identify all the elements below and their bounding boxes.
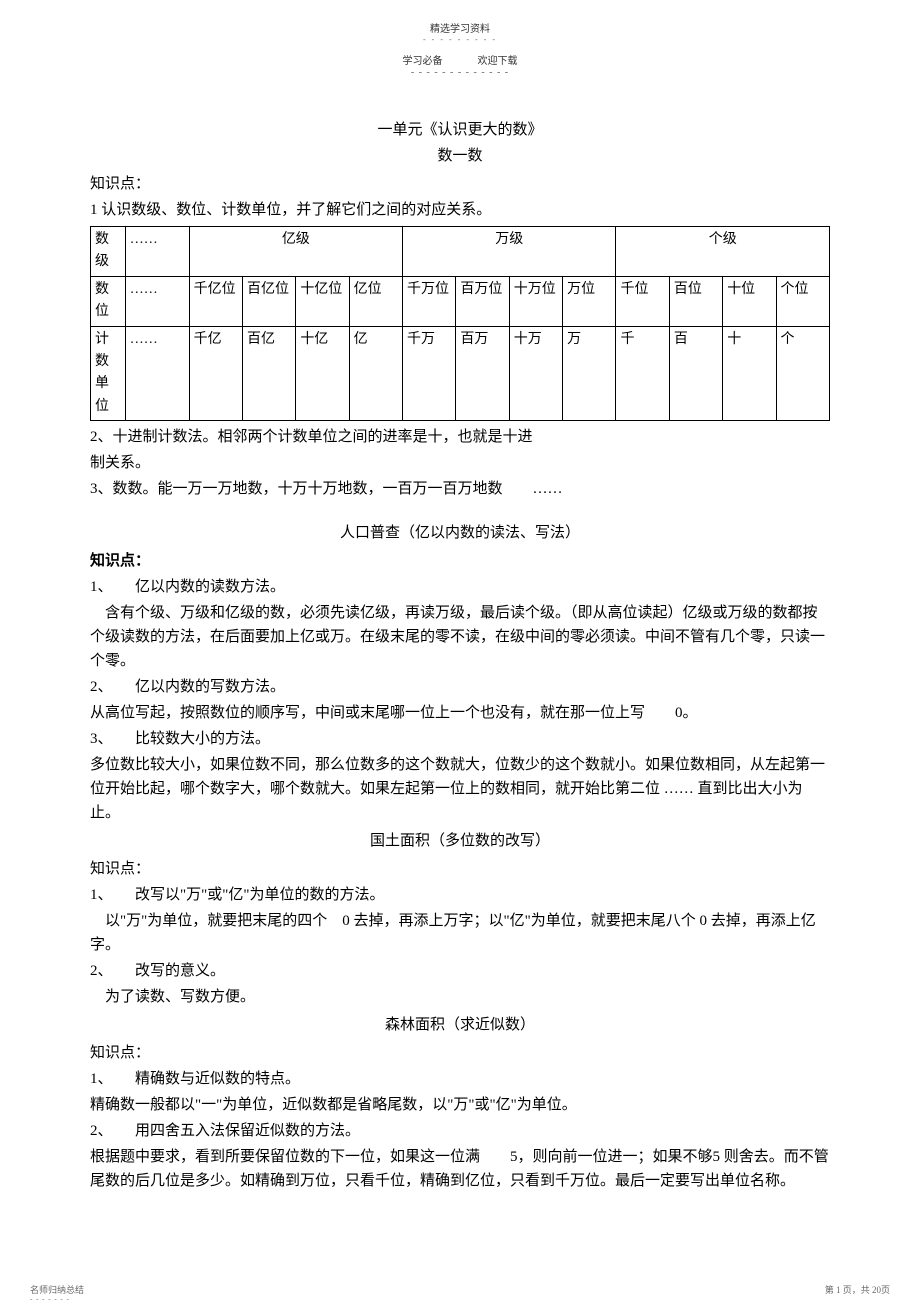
s2-p3: 2、 亿以内数的写数方法。 bbox=[90, 675, 830, 699]
knowledge-label-3: 知识点： bbox=[90, 857, 830, 881]
header-sub-right: 欢迎下载 bbox=[478, 56, 518, 67]
header-top-text: 精选学习资料 bbox=[0, 0, 920, 35]
knowledge-label-4: 知识点： bbox=[90, 1041, 830, 1065]
table-cell: 个 bbox=[776, 326, 829, 421]
knowledge-label-2: 知识点： bbox=[90, 549, 830, 573]
s4-p2: 精确数一般都以"一"为单位，近似数都是省略尾数，以"万"或"亿"为单位。 bbox=[90, 1093, 830, 1117]
point-2b: 制关系。 bbox=[90, 451, 830, 475]
s4-p1: 1、 精确数与近似数的特点。 bbox=[90, 1067, 830, 1091]
place-value-table: 数级 …… 亿级 万级 个级 数位 …… 千亿位 百亿位 十亿位 亿位 千万位 … bbox=[90, 226, 830, 421]
table-cell: 计数单位 bbox=[91, 326, 126, 421]
table-cell: 十亿 bbox=[296, 326, 349, 421]
s2-p5: 3、 比较数大小的方法。 bbox=[90, 727, 830, 751]
table-cell: 千万位 bbox=[403, 276, 456, 326]
table-cell: 万级 bbox=[403, 227, 616, 277]
s2-p2: 含有个级、万级和亿级的数，必须先读亿级，再读万级，最后读个级。（即从高位读起）亿… bbox=[90, 601, 830, 673]
table-cell: 百万位 bbox=[456, 276, 509, 326]
table-cell: …… bbox=[125, 326, 189, 421]
point-2a: 2、十进制计数法。相邻两个计数单位之间的进率是十，也就是十进 bbox=[90, 425, 830, 449]
section-2-title: 人口普查（亿以内数的读法、写法） bbox=[90, 521, 830, 545]
table-cell: 千亿 bbox=[189, 326, 242, 421]
knowledge-label-1: 知识点： bbox=[90, 172, 830, 196]
s2-p1: 1、 亿以内数的读数方法。 bbox=[90, 575, 830, 599]
s4-p4: 根据题中要求，看到所要保留位数的下一位，如果这一位满 5，则向前一位进一；如果不… bbox=[90, 1145, 830, 1193]
table-cell: 百万 bbox=[456, 326, 509, 421]
table-cell: 百亿 bbox=[242, 326, 295, 421]
table-row: 数位 …… 千亿位 百亿位 十亿位 亿位 千万位 百万位 十万位 万位 千位 百… bbox=[91, 276, 830, 326]
table-row: 数级 …… 亿级 万级 个级 bbox=[91, 227, 830, 277]
footer-right: 第 1 页，共 20页 bbox=[825, 1283, 890, 1296]
s3-p3: 2、 改写的意义。 bbox=[90, 959, 830, 983]
table-cell: 十万 bbox=[509, 326, 562, 421]
lesson-title: 数一数 bbox=[90, 144, 830, 168]
s3-p4: 为了读数、写数方便。 bbox=[90, 985, 830, 1009]
section-4-title: 森林面积（求近似数） bbox=[90, 1013, 830, 1037]
table-cell: 个位 bbox=[776, 276, 829, 326]
header-underline: - - - - - - - - - - - - - bbox=[0, 67, 920, 78]
table-cell: 百位 bbox=[669, 276, 722, 326]
table-cell: 亿位 bbox=[349, 276, 402, 326]
table-cell: 百 bbox=[669, 326, 722, 421]
table-cell: 万 bbox=[563, 326, 616, 421]
s3-p1: 1、 改写以"万"或"亿"为单位的数的方法。 bbox=[90, 883, 830, 907]
s2-p4: 从高位写起，按照数位的顺序写，中间或末尾哪一位上一个也没有，就在那一位上写 0。 bbox=[90, 701, 830, 725]
table-cell: 亿 bbox=[349, 326, 402, 421]
header-sub-left: 学习必备 bbox=[403, 56, 443, 67]
table-cell: 亿级 bbox=[189, 227, 402, 277]
table-cell: 千亿位 bbox=[189, 276, 242, 326]
s3-p2: 以"万"为单位，就要把末尾的四个 0 去掉，再添上万字；以"亿"为单位，就要把末… bbox=[90, 909, 830, 957]
header-sub: 学习必备 欢迎下载 bbox=[0, 52, 920, 67]
table-cell: …… bbox=[125, 276, 189, 326]
point-3: 3、数数。能一万一万地数，十万十万地数，一百万一百万地数 …… bbox=[90, 477, 830, 501]
table-cell: 十位 bbox=[723, 276, 776, 326]
table-cell: 千位 bbox=[616, 276, 669, 326]
unit-title: 一单元《认识更大的数》 bbox=[90, 118, 830, 142]
table-cell: …… bbox=[125, 227, 189, 277]
table-cell: 十亿位 bbox=[296, 276, 349, 326]
table-cell: 数级 bbox=[91, 227, 126, 277]
table-cell: 千 bbox=[616, 326, 669, 421]
section-3-title: 国土面积（多位数的改写） bbox=[90, 829, 830, 853]
s4-p3: 2、 用四舍五入法保留近似数的方法。 bbox=[90, 1119, 830, 1143]
table-cell: 百亿位 bbox=[242, 276, 295, 326]
point-1: 1 认识数级、数位、计数单位，并了解它们之间的对应关系。 bbox=[90, 198, 830, 222]
document-content: 一单元《认识更大的数》 数一数 知识点： 1 认识数级、数位、计数单位，并了解它… bbox=[0, 78, 920, 1193]
table-cell: 千万 bbox=[403, 326, 456, 421]
table-cell: 十万位 bbox=[509, 276, 562, 326]
table-cell: 十 bbox=[723, 326, 776, 421]
s2-p6: 多位数比较大小，如果位数不同，那么位数多的这个数就大，位数少的这个数就小。如果位… bbox=[90, 753, 830, 825]
header-dots: - - - - - - - - - bbox=[0, 35, 920, 44]
table-cell: 万位 bbox=[563, 276, 616, 326]
table-cell: 个级 bbox=[616, 227, 830, 277]
footer-left-dots: - - - - - - - bbox=[30, 1295, 70, 1303]
table-row: 计数单位 …… 千亿 百亿 十亿 亿 千万 百万 十万 万 千 百 十 个 bbox=[91, 326, 830, 421]
table-cell: 数位 bbox=[91, 276, 126, 326]
